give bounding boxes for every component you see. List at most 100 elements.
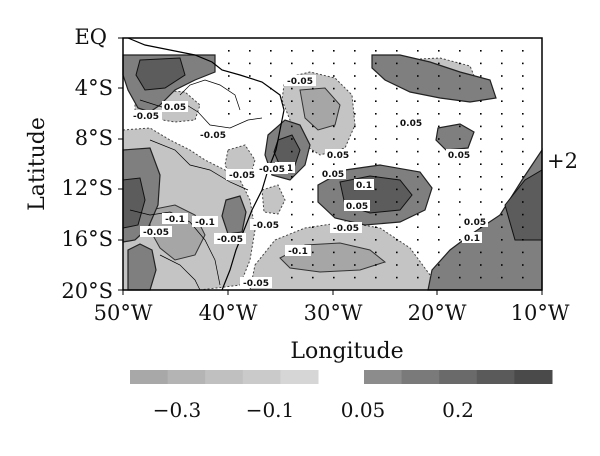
grid-dot [375, 226, 377, 228]
grid-dot [459, 188, 461, 191]
grid-dot [333, 276, 335, 279]
border-5 [159, 254, 201, 291]
colorbar-positive [364, 370, 553, 384]
grid-dot [501, 251, 503, 254]
grid-dot [291, 62, 293, 65]
grid-dot [291, 213, 293, 216]
grid-dot [480, 213, 482, 216]
grid-dot [459, 62, 461, 65]
grid-dot [522, 176, 524, 178]
pos-region-small-south [221, 195, 247, 235]
contour-label: -0.1 [285, 245, 311, 257]
colorbar-label: 0.2 [442, 398, 474, 422]
grid-dot [291, 188, 293, 191]
grid-dot [480, 113, 482, 115]
contour-label: 0.05 [344, 200, 370, 212]
grid-dot [228, 87, 230, 90]
x-tick-label: 20°W [408, 301, 467, 325]
y-tick-label: 4°S [75, 76, 113, 100]
grid-dot [459, 125, 461, 128]
grid-dot [417, 138, 419, 140]
grid-dot [333, 264, 335, 266]
grid-dot [375, 150, 377, 153]
grid-dot [396, 62, 398, 65]
contour-labels: -0.05 0.05 -0.05 0.05 -0.05 0.05 0.05 -0… [130, 75, 488, 289]
grid-dot [417, 163, 419, 165]
grid-dot [438, 264, 440, 266]
grid-dot [438, 100, 440, 102]
pos-core-north [135, 57, 186, 91]
grid-dot [396, 113, 398, 115]
grid-dot [522, 239, 524, 241]
colorbar-swatch [401, 370, 440, 384]
grid-dot [375, 113, 377, 115]
grid-dot [480, 264, 482, 266]
grid-dot [249, 113, 251, 115]
grid-dot [354, 213, 356, 216]
grid-dot [312, 150, 314, 153]
x-axis-title: Longitude [290, 339, 403, 364]
grid-dot [312, 163, 314, 165]
grid-dot [417, 150, 419, 153]
grid-dot [438, 113, 440, 115]
contour-label: -0.05 [130, 110, 162, 122]
grid-dot [522, 125, 524, 128]
grid-dot [291, 264, 293, 266]
grid-dot [501, 62, 503, 65]
colorbar-swatch [205, 370, 244, 384]
grid-dot [396, 87, 398, 90]
colorbar-swatch [476, 370, 515, 384]
contour-label: 0.05 [320, 168, 346, 180]
grid-dot [312, 62, 314, 65]
grid-dot [459, 251, 461, 254]
map-plot-area: -0.05 0.05 -0.05 0.05 -0.05 0.05 0.05 -0… [118, 37, 543, 295]
grid-dot [354, 239, 356, 241]
contour-label: 0.05 [462, 216, 488, 228]
grid-dot [501, 276, 503, 279]
pos-region-small-ne [435, 123, 475, 151]
grid-dot [417, 201, 419, 203]
grid-dot [375, 176, 377, 178]
grid-dot [438, 75, 440, 77]
grid-dot [459, 113, 461, 115]
grid-dot [396, 239, 398, 241]
grid-dot [396, 251, 398, 254]
grid-dot [375, 213, 377, 216]
grid-dot [501, 50, 503, 52]
grid-dot [312, 201, 314, 203]
contour-label: -0.05 [226, 169, 258, 181]
svg-text:-0.1: -0.1 [165, 215, 185, 225]
svg-text:-0.1: -0.1 [288, 247, 308, 257]
grid-dot [396, 150, 398, 153]
grid-dot [459, 50, 461, 52]
svg-text:-0.05: -0.05 [287, 77, 313, 87]
grid-dot [312, 176, 314, 178]
grid-dot [270, 50, 272, 52]
grid-dot [270, 113, 272, 115]
grid-dot [396, 125, 398, 128]
grid-dot [312, 264, 314, 266]
grid-dot [459, 176, 461, 178]
grid-dot [417, 213, 419, 216]
grid-dot [396, 276, 398, 279]
x-tick-label: 40°W [199, 301, 258, 325]
svg-text:0.05: 0.05 [448, 151, 470, 161]
grid-dot [501, 188, 503, 191]
grid-dot [375, 276, 377, 279]
grid-dot [291, 150, 293, 153]
grid-point-markers [228, 50, 524, 279]
grid-dot [501, 239, 503, 241]
grid-dot [312, 188, 314, 191]
grid-dot [312, 226, 314, 228]
svg-text:0.05: 0.05 [164, 103, 186, 113]
grid-dot [501, 264, 503, 266]
contour-label: 0.05 [446, 149, 472, 161]
grid-dot [333, 75, 335, 77]
svg-text:-0.05: -0.05 [253, 221, 279, 231]
x-tick-label: 30°W [304, 301, 363, 325]
grid-dot [354, 264, 356, 266]
svg-text:-0.05: -0.05 [200, 131, 226, 141]
grid-dot [438, 226, 440, 228]
x-tick-label: 50°W [94, 301, 153, 325]
y-tick-label: EQ [74, 25, 107, 49]
